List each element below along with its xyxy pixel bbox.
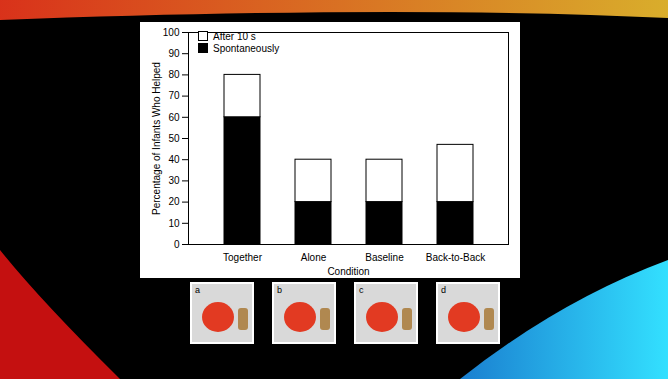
svg-text:Percentage of Infants Who Help: Percentage of Infants Who Helped — [151, 62, 162, 215]
svg-text:70: 70 — [168, 90, 180, 101]
html-text:After 10 s: After 10 s — [213, 30, 256, 42]
svg-text:Back-to-Back: Back-to-Back — [426, 252, 486, 263]
svg-text:100: 100 — [163, 27, 180, 38]
html-text:d: d — [441, 285, 446, 295]
svg-text:Baseline: Baseline — [365, 252, 404, 263]
html-text:b: b — [277, 285, 282, 295]
svg-text:0: 0 — [174, 239, 180, 250]
svg-text:80: 80 — [168, 69, 180, 80]
svg-text:10: 10 — [168, 218, 180, 229]
svg-text:20: 20 — [168, 196, 180, 207]
html-text:Spontaneously: Spontaneously — [213, 42, 280, 54]
svg-text:90: 90 — [168, 48, 180, 59]
svg-text:60: 60 — [168, 112, 180, 123]
svg-text:Condition: Condition — [327, 266, 369, 277]
html-text:a: a — [195, 285, 200, 295]
svg-text:50: 50 — [168, 133, 180, 144]
svg-text:40: 40 — [168, 154, 180, 165]
svg-text:Alone: Alone — [301, 252, 327, 263]
svg-text:Together: Together — [223, 252, 263, 263]
html-text:c: c — [359, 285, 364, 295]
svg-text:30: 30 — [168, 175, 180, 186]
